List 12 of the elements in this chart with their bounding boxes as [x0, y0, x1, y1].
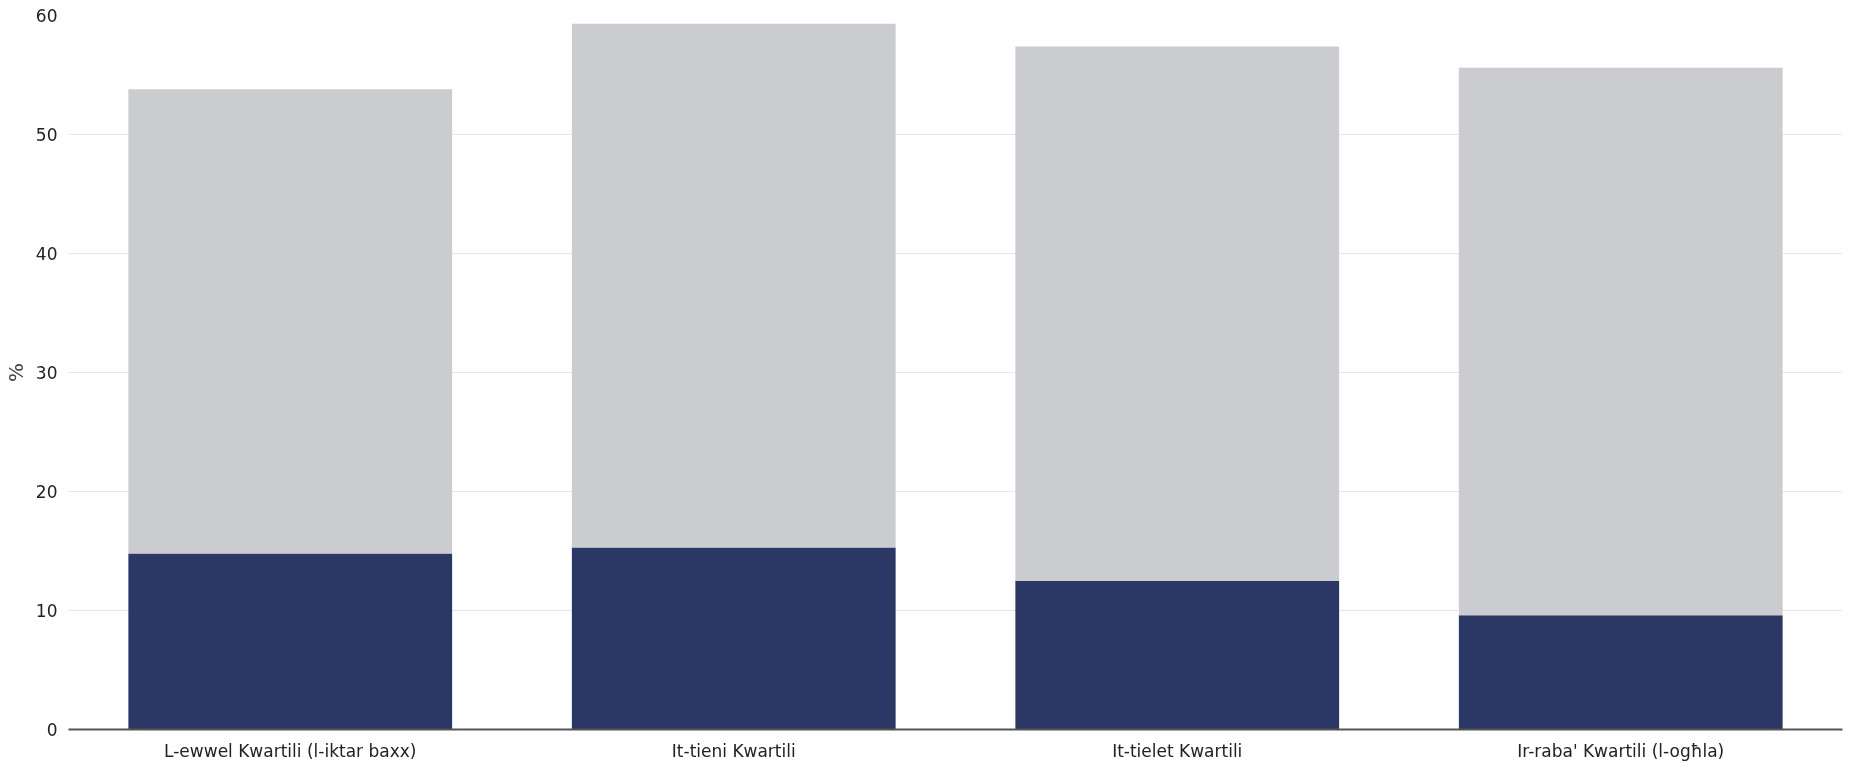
y-axis-title: % — [3, 362, 28, 382]
y-tick-label: 10 — [35, 601, 58, 621]
y-tick-label: 50 — [35, 125, 58, 145]
x-tick-label: Ir-raba' Kwartili (l-ogħla) — [1517, 740, 1725, 761]
y-tick-label: 60 — [35, 6, 58, 26]
y-tick-label: 40 — [35, 244, 58, 264]
x-tick-label: It-tielet Kwartili — [1112, 740, 1243, 761]
x-tick-label: It-tieni Kwartili — [671, 740, 796, 761]
y-tick-label: 0 — [46, 720, 58, 740]
x-tick-label: L-ewwel Kwartili (l-iktar baxx) — [164, 740, 417, 761]
y-tick-label: 20 — [35, 482, 58, 502]
y-tick-label: 30 — [35, 363, 58, 383]
